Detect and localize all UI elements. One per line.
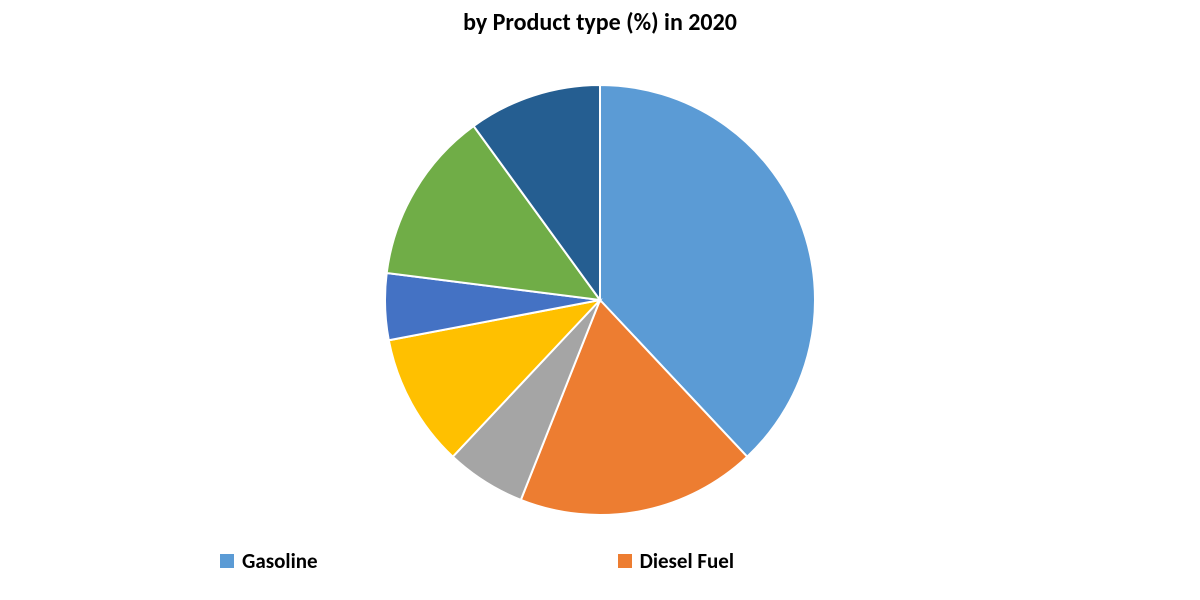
legend-label: Diesel Fuel (640, 548, 734, 574)
legend-item-1: Diesel Fuel (618, 548, 734, 574)
chart-legend: Gasoline Diesel Fuel (220, 548, 734, 574)
legend-swatch (618, 554, 632, 568)
legend-item-0: Gasoline (220, 548, 318, 574)
pie-chart (0, 0, 1200, 600)
legend-swatch (220, 554, 234, 568)
legend-label: Gasoline (242, 548, 318, 574)
